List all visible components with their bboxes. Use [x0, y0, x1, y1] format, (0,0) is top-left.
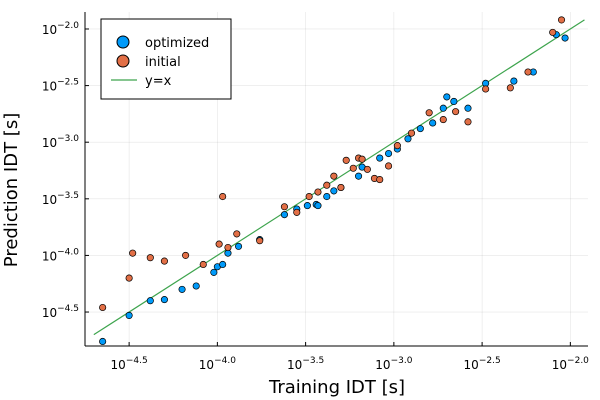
x-tick-label: 10−4.0 [199, 356, 236, 372]
legend-reference-label: y=x [145, 74, 172, 89]
data-markers [99, 16, 569, 346]
optimized-point [192, 282, 200, 290]
plot-frame [84, 12, 588, 347]
optimized-point [355, 172, 363, 180]
initial-point [482, 85, 490, 93]
optimized-point [323, 192, 331, 201]
initial-point [129, 249, 137, 257]
initial-point [233, 230, 241, 238]
initial-point [524, 68, 532, 76]
legend-initial-label: initial [145, 55, 181, 70]
optimized-point [404, 135, 412, 143]
x-tick-label: 10−4.5 [111, 356, 148, 372]
initial-point [146, 254, 154, 262]
optimized-point [450, 97, 458, 105]
y-tick-label: 10−3.5 [42, 191, 79, 207]
initial-point [385, 162, 393, 170]
legend-optimized-marker [116, 35, 130, 49]
y-tick-label: 10−4.5 [42, 304, 79, 320]
x-tick-label: 10−3.5 [287, 356, 324, 372]
initial-point [293, 208, 301, 216]
initial-point [337, 183, 345, 192]
x-axis-label: Training IDT [s] [268, 377, 405, 398]
optimized-point [385, 149, 393, 158]
initial-point [160, 257, 168, 265]
initial-point [219, 192, 227, 201]
optimized-point [429, 119, 437, 127]
initial-point [323, 181, 331, 189]
initial-point [349, 164, 357, 172]
initial-point [506, 84, 514, 92]
optimized-point [464, 104, 472, 112]
initial-point [280, 203, 288, 211]
initial-point [407, 129, 416, 137]
initial-point [342, 156, 350, 164]
initial-point [305, 192, 313, 201]
x-tick-label: 10−2.0 [552, 356, 589, 372]
optimized-point [234, 242, 243, 250]
optimized-point [416, 125, 424, 133]
initial-point [314, 188, 322, 196]
optimized-point [280, 211, 288, 219]
optimized-point [125, 311, 133, 319]
initial-point [376, 176, 384, 184]
legend-optimized-label: optimized [145, 36, 209, 51]
optimized-point [443, 93, 451, 101]
x-tick-label: 10−2.5 [464, 356, 501, 372]
y-axis-ticks: 10−4.5 10−4.0 10−3.5 10−3.0 10−2.5 10−2.0 [42, 21, 89, 320]
initial-point [363, 165, 371, 173]
optimized-point [330, 187, 338, 195]
optimized-point [376, 154, 384, 162]
initial-point [215, 240, 223, 248]
legend-initial-marker [116, 54, 130, 68]
initial-point [393, 142, 401, 150]
optimized-point [219, 260, 227, 269]
initial-point [256, 237, 264, 245]
optimized-point [146, 297, 154, 305]
initial-point [99, 303, 107, 312]
y-tick-label: 10−4.0 [42, 247, 79, 263]
optimized-point [314, 202, 322, 210]
legend: optimized initial y=x [100, 18, 232, 100]
optimized-point [561, 34, 569, 42]
initial-point [425, 109, 433, 117]
y-tick-label: 10−2.5 [42, 78, 79, 94]
optimized-point [160, 296, 168, 304]
initial-point [358, 155, 366, 163]
x-axis-ticks: 10−4.5 10−4.0 10−3.5 10−3.0 10−2.5 10−2.0 [111, 342, 589, 372]
initial-point [452, 108, 460, 116]
optimized-point [210, 268, 218, 276]
initial-point [439, 116, 447, 124]
optimized-point [510, 77, 518, 85]
initial-point [182, 251, 190, 259]
optimized-point [99, 337, 107, 346]
y-axis-label: Prediction IDT [s] [1, 113, 22, 267]
optimized-point [303, 202, 311, 210]
y-equals-x-line [93, 19, 585, 336]
y-tick-label: 10−2.0 [42, 21, 79, 37]
initial-point [549, 28, 557, 36]
optimized-point [178, 285, 186, 293]
initial-point [199, 260, 207, 269]
initial-point [125, 274, 133, 282]
initial-point [224, 243, 232, 252]
x-tick-label: 10−3.0 [375, 356, 412, 372]
reference-line-series [93, 19, 585, 336]
initial-point [464, 118, 472, 126]
y-tick-label: 10−3.0 [42, 134, 79, 150]
initial-point [557, 16, 566, 24]
initial-point [330, 172, 338, 180]
optimized-point [439, 104, 447, 112]
